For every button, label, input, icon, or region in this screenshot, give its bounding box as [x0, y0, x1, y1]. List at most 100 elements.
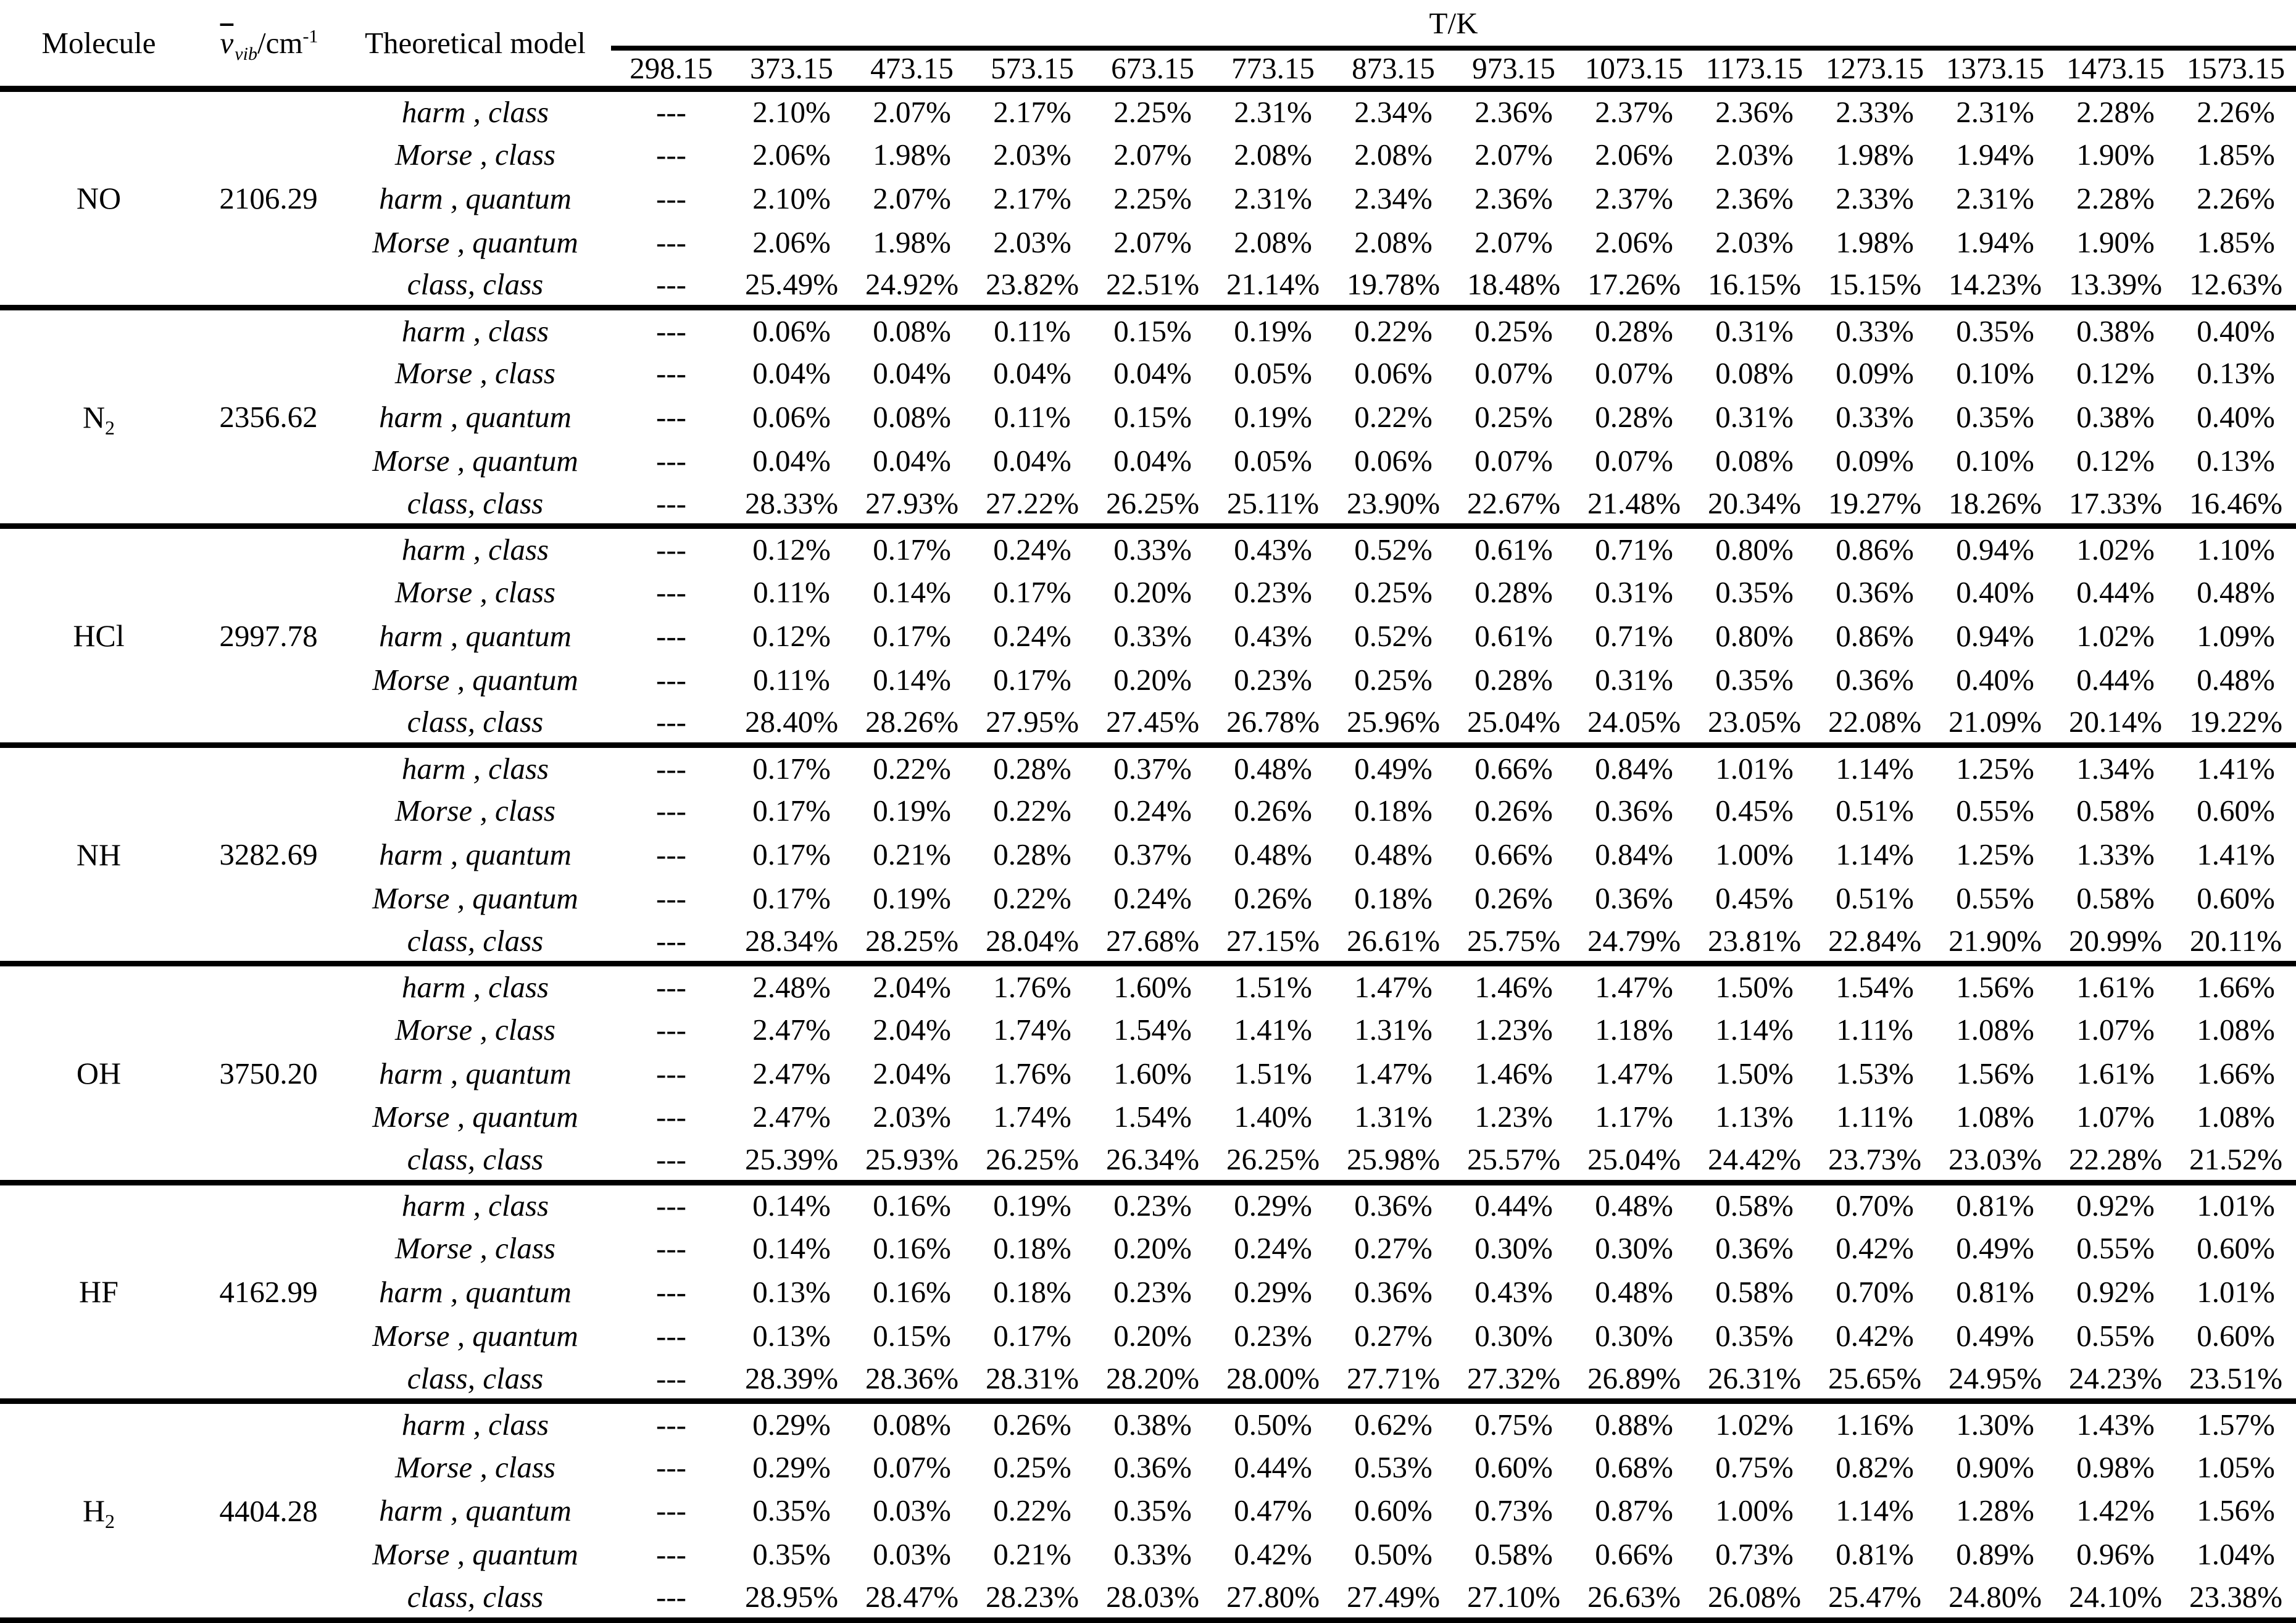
value-cell: 0.71% — [1595, 618, 1673, 653]
value-cell: 0.19% — [993, 1189, 1071, 1223]
value-cell: 0.09% — [1836, 356, 1914, 391]
value-cell: 23.82% — [985, 267, 1079, 302]
model-cell: Morse , class — [395, 1450, 555, 1484]
molecule-subscript: 2 — [105, 1510, 115, 1533]
value-cell: 0.22% — [1354, 313, 1433, 348]
frequency-superscript: -1 — [302, 26, 318, 47]
model-cell: harm , quantum — [379, 181, 572, 215]
value-cell: --- — [656, 1274, 686, 1309]
value-cell: --- — [656, 533, 686, 567]
value-cell: 2.04% — [873, 970, 951, 1004]
value-cell: 1.41% — [1234, 1012, 1312, 1047]
value-cell: 2.17% — [993, 181, 1071, 215]
value-cell: 0.60% — [2197, 1318, 2275, 1353]
data-row: harm , quantum --- 0.17% 0.21% 0.28% 0.37% 0.4… — [0, 832, 2296, 876]
value-cell: 0.14% — [752, 1231, 831, 1266]
value-cell: 27.45% — [1105, 705, 1200, 739]
value-cell: 0.92% — [2076, 1189, 2155, 1223]
value-cell: 0.96% — [2076, 1537, 2155, 1572]
temp-header-cell: 1173.15 — [1705, 51, 1803, 85]
value-cell: 1.98% — [1836, 225, 1914, 259]
value-cell: 23.51% — [2189, 1361, 2283, 1395]
molecule-cell: HF — [79, 1274, 119, 1310]
value-cell: 0.55% — [2076, 1231, 2155, 1266]
value-cell: 0.20% — [1113, 575, 1192, 609]
value-cell: 0.22% — [1354, 400, 1433, 434]
value-cell: 1.31% — [1354, 1100, 1433, 1134]
value-cell: --- — [656, 95, 686, 130]
value-cell: 22.28% — [2068, 1142, 2163, 1177]
value-cell: 24.42% — [1707, 1142, 1802, 1177]
value-cell: 26.63% — [1587, 1580, 1681, 1614]
value-cell: 2.28% — [2076, 181, 2155, 215]
model-cell: class, class — [407, 486, 544, 520]
value-cell: 1.11% — [1836, 1012, 1913, 1047]
value-cell: 1.08% — [2197, 1012, 2275, 1047]
value-cell: 0.86% — [1836, 618, 1914, 653]
value-cell: 0.06% — [752, 313, 831, 348]
value-cell: 0.29% — [1234, 1189, 1312, 1223]
value-cell: 1.47% — [1595, 1056, 1673, 1090]
value-cell: 18.26% — [1948, 486, 2042, 520]
model-cell: harm , quantum — [379, 618, 572, 653]
value-cell: 0.16% — [873, 1274, 951, 1309]
value-cell: 0.10% — [1956, 356, 2034, 391]
value-cell: 20.14% — [2068, 705, 2163, 739]
data-row: harm , quantum --- 2.10% 2.07% 2.17% 2.25% 2.3… — [0, 176, 2296, 220]
value-cell: 2.31% — [1956, 95, 2034, 130]
frequency-unit: /cm — [257, 26, 303, 60]
model-cell: harm , quantum — [379, 1493, 572, 1528]
value-cell: 27.49% — [1346, 1580, 1441, 1614]
value-cell: 0.48% — [1595, 1274, 1673, 1309]
value-cell: 26.89% — [1587, 1361, 1681, 1395]
value-cell: 0.33% — [1836, 313, 1914, 348]
value-cell: 27.32% — [1466, 1361, 1561, 1395]
value-cell: 0.08% — [1715, 444, 1794, 478]
model-cell: Morse , class — [395, 794, 555, 828]
value-cell: --- — [656, 662, 686, 697]
value-cell: 1.14% — [1836, 1493, 1914, 1528]
value-cell: --- — [656, 267, 686, 302]
value-cell: 17.33% — [2068, 486, 2163, 520]
value-cell: 1.54% — [1113, 1012, 1192, 1047]
value-cell: 0.60% — [2197, 881, 2275, 915]
data-row: HF 4162.99 harm , class --- 0.14% 0.16% 0.19% 0… — [0, 1182, 2296, 1309]
value-cell: 20.99% — [2068, 923, 2163, 958]
data-row: HCl 2997.78 harm , class --- 0.12% 0.17% 0.24%… — [0, 526, 2296, 653]
value-cell: 0.42% — [1836, 1318, 1914, 1353]
data-row: class, class --- 28.33% 27.93% 27.22% 26.25% 2… — [0, 483, 2296, 526]
value-cell: 0.38% — [1113, 1407, 1192, 1442]
molecule-cell: NH — [76, 837, 122, 872]
value-cell: 1.50% — [1715, 1056, 1794, 1090]
molecule-column-header: Molecule — [41, 26, 156, 60]
value-cell: 0.21% — [873, 837, 951, 872]
value-cell: 0.73% — [1475, 1493, 1553, 1528]
value-cell: 1.05% — [2197, 1450, 2275, 1484]
value-cell: 0.08% — [873, 313, 951, 348]
value-cell: 0.81% — [1836, 1537, 1914, 1572]
value-cell: 0.24% — [1234, 1231, 1312, 1266]
data-row: Morse , quantum --- 0.04% 0.04% 0.04% 0.04% 0.… — [0, 439, 2296, 483]
value-cell: 25.04% — [1587, 1142, 1681, 1177]
value-cell: 23.03% — [1948, 1142, 2042, 1177]
model-cell: Morse , quantum — [372, 225, 578, 259]
value-cell: 28.03% — [1105, 1580, 1200, 1614]
value-cell: 0.36% — [1715, 1231, 1794, 1266]
value-cell: 0.04% — [873, 444, 951, 478]
value-cell: 2.08% — [1234, 225, 1312, 259]
value-cell: 23.90% — [1346, 486, 1441, 520]
temp-header-cell: 1073.15 — [1584, 51, 1684, 85]
model-cell: Morse , quantum — [372, 1537, 578, 1572]
value-cell: 1.01% — [1715, 751, 1794, 786]
value-cell: 25.47% — [1828, 1580, 1922, 1614]
value-cell: 2.34% — [1354, 95, 1433, 130]
value-cell: 0.73% — [1715, 1537, 1794, 1572]
value-cell: 1.11% — [1836, 1100, 1913, 1134]
data-row: N2 2356.62 harm , class --- 0.06% 0.08% 0.11% 0… — [0, 307, 2296, 438]
value-cell: 0.24% — [1113, 794, 1192, 828]
value-cell: 1.47% — [1354, 1056, 1433, 1090]
value-cell: 2.33% — [1836, 181, 1914, 215]
value-cell: 27.93% — [865, 486, 959, 520]
value-cell: 0.94% — [1956, 533, 2034, 567]
value-cell: 25.96% — [1346, 705, 1441, 739]
